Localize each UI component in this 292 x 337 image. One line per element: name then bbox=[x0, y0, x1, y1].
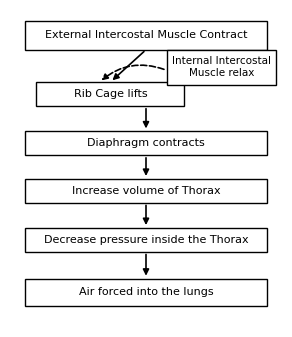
FancyBboxPatch shape bbox=[25, 21, 267, 50]
Text: Increase volume of Thorax: Increase volume of Thorax bbox=[72, 186, 220, 196]
Text: Diaphragm contracts: Diaphragm contracts bbox=[87, 138, 205, 148]
FancyBboxPatch shape bbox=[25, 279, 267, 306]
FancyBboxPatch shape bbox=[36, 82, 185, 106]
FancyArrowPatch shape bbox=[103, 65, 164, 79]
Text: Air forced into the lungs: Air forced into the lungs bbox=[79, 287, 213, 297]
FancyBboxPatch shape bbox=[25, 131, 267, 155]
FancyBboxPatch shape bbox=[25, 228, 267, 252]
FancyBboxPatch shape bbox=[166, 50, 276, 85]
Text: External Intercostal Muscle Contract: External Intercostal Muscle Contract bbox=[45, 30, 247, 40]
Text: Internal Intercostal
Muscle relax: Internal Intercostal Muscle relax bbox=[172, 56, 271, 78]
Text: Rib Cage lifts: Rib Cage lifts bbox=[74, 89, 147, 99]
FancyBboxPatch shape bbox=[25, 179, 267, 203]
Text: Decrease pressure inside the Thorax: Decrease pressure inside the Thorax bbox=[44, 235, 248, 245]
